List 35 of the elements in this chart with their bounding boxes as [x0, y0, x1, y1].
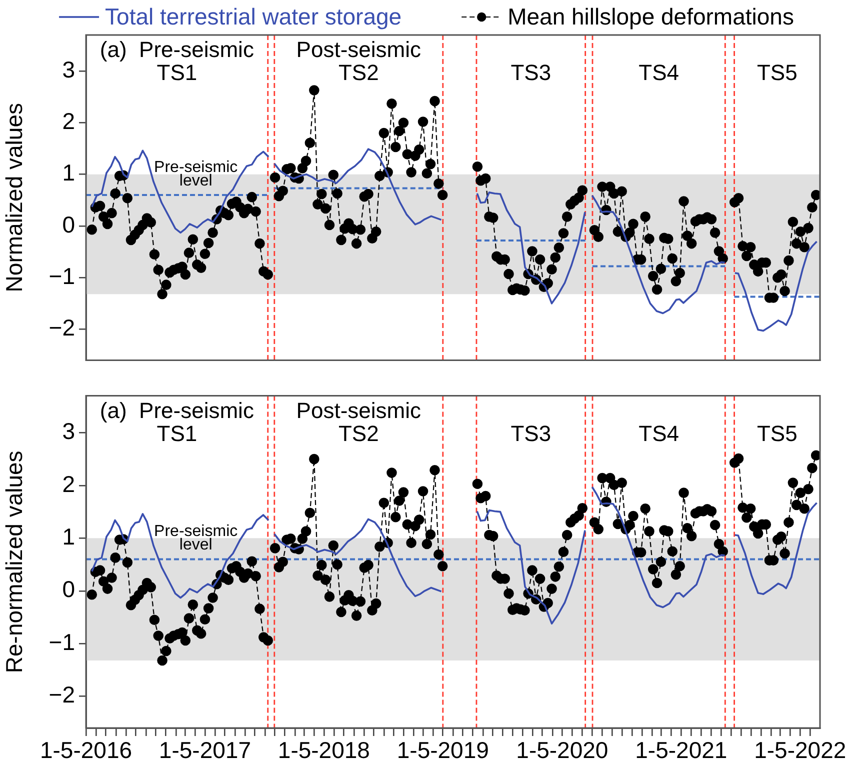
y-tick-label: 3 — [62, 56, 75, 82]
x-tick-label: 1-5-2022 — [754, 737, 846, 764]
annotation: Pre-seismic level — [154, 522, 238, 554]
y-tick-label: 0 — [62, 576, 75, 602]
x-tick-label: 1-5-2018 — [278, 737, 370, 764]
y-tick-label: −1 — [48, 628, 75, 655]
y-axis-title: Normalized values — [1, 103, 28, 292]
x-tick-label: 1-5-2017 — [158, 737, 252, 764]
annotation: (a) Pre-seismic TS1 — [100, 37, 254, 86]
y-tick-label: −2 — [48, 682, 75, 708]
y-axis-title: Re-normalized values — [1, 450, 28, 674]
legend-label: Total terrestrial water storage — [105, 3, 402, 30]
annotation: TS3 — [510, 420, 552, 446]
annotation: TS5 — [756, 420, 798, 446]
y-tick-label: 0 — [62, 211, 75, 238]
annotation: Post-seismic TS2 — [296, 37, 421, 86]
annotation: TS5 — [756, 60, 798, 86]
x-tick-label: 1-5-2019 — [396, 737, 489, 764]
x-tick-label: 1-5-2021 — [635, 737, 728, 764]
legend-label: Mean hillslope deformations — [508, 3, 794, 30]
annotation: TS4 — [638, 60, 680, 86]
y-tick-label: −1 — [48, 262, 75, 289]
y-tick-label: 3 — [62, 418, 75, 444]
annotation: TS3 — [510, 60, 552, 86]
annotation: Post-seismic TS2 — [296, 398, 421, 446]
y-tick-label: 2 — [62, 470, 75, 497]
annotation: (a) Pre-seismic TS1 — [100, 398, 254, 446]
y-tick-label: 1 — [62, 524, 75, 550]
y-tick-label: 1 — [62, 160, 75, 186]
y-tick-label: −2 — [48, 314, 75, 341]
y-tick-label: 2 — [62, 108, 75, 134]
x-tick-label: 1-5-2020 — [516, 737, 608, 764]
annotation: Pre-seismic level — [154, 158, 238, 190]
x-tick-label: 1-5-2016 — [40, 737, 132, 764]
annotation: TS4 — [638, 420, 680, 446]
